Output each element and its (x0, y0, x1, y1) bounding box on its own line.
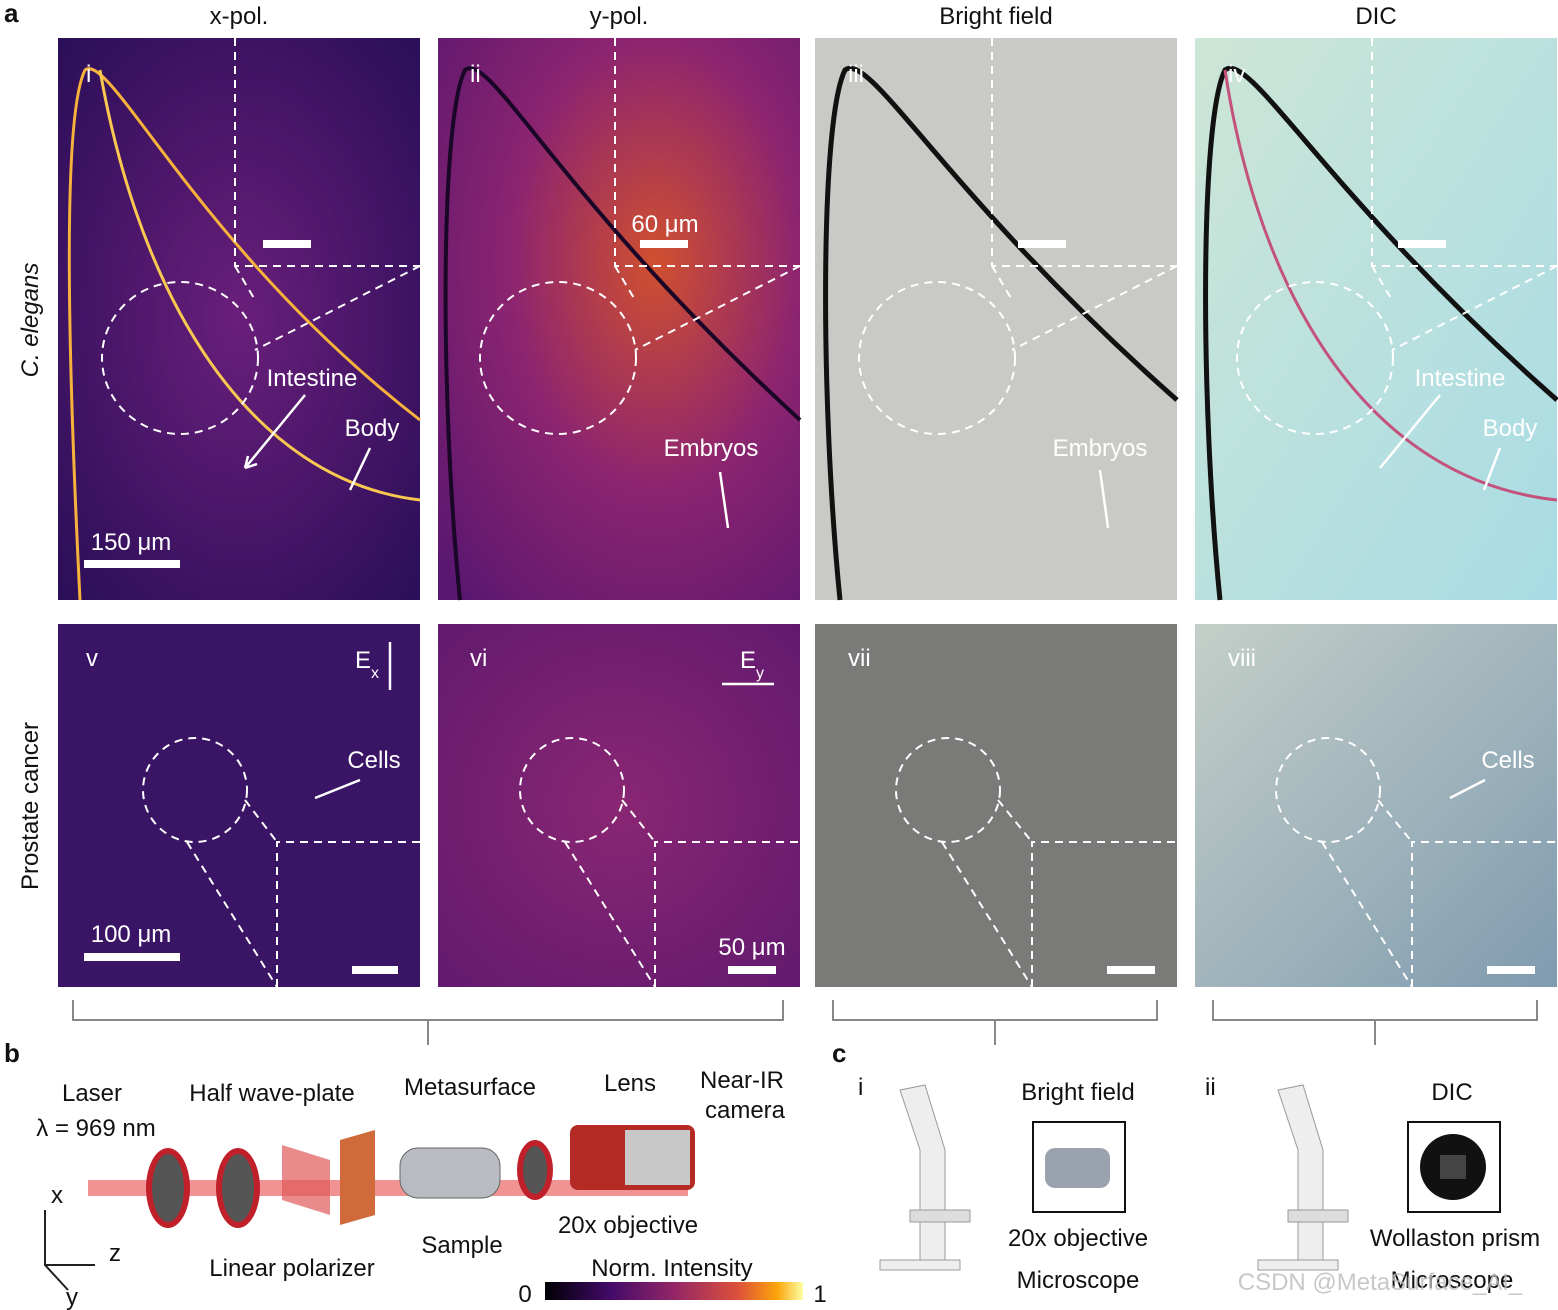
axis-label: y (66, 1284, 78, 1310)
setup-label: Lens (604, 1070, 656, 1097)
image-dic (1195, 38, 1557, 600)
microscope-label: i (858, 1074, 863, 1101)
microscope-caption: Microscope (1017, 1267, 1140, 1294)
image-label: i (86, 61, 91, 88)
setup-label: Sample (421, 1232, 502, 1259)
colorbar-title: Norm. Intensity (591, 1255, 752, 1282)
annotation: Intestine (1415, 365, 1506, 392)
scale-label: 150 μm (91, 529, 172, 556)
annotation: Body (345, 415, 400, 442)
panel-label: b (4, 1038, 20, 1068)
row-label: Prostate cancer (17, 722, 44, 890)
panel-label: c (832, 1038, 846, 1068)
field-label: E (355, 647, 371, 674)
annotation: Body (1483, 415, 1538, 442)
field-subscript: x (371, 665, 379, 682)
setup-label: Near-IR (700, 1067, 784, 1094)
panel-label: a (4, 0, 19, 28)
microscopes (879, 1084, 1501, 1271)
worm-outlines (67, 65, 1558, 601)
image-label: vii (848, 645, 871, 672)
colorbar-label: 0 (518, 1281, 531, 1308)
image-label: iii (848, 61, 864, 88)
axis-label: z (109, 1240, 121, 1267)
scale-bars (84, 240, 1535, 974)
image-dic-cells (1195, 624, 1557, 987)
column-title: DIC (1355, 3, 1396, 30)
microscope-component: Wollaston prism (1370, 1225, 1540, 1252)
scale-label: 50 μm (718, 934, 785, 961)
field-subscript: y (756, 665, 764, 682)
setup-label: Metasurface (404, 1074, 536, 1101)
axis-label: x (51, 1182, 63, 1209)
microscope-mode: Bright field (1021, 1079, 1134, 1106)
image-y-pol-cells (438, 624, 800, 987)
colorbar-label: 1 (813, 1281, 826, 1308)
image-bright-field-cells (815, 624, 1177, 987)
column-title: y-pol. (590, 3, 649, 30)
image-label: iv (1228, 61, 1245, 88)
image-bright-field (815, 38, 1177, 600)
microscope-mode: DIC (1431, 1079, 1472, 1106)
setup-label: Linear polarizer (209, 1255, 374, 1282)
setup-label: λ = 969 nm (36, 1115, 155, 1142)
microscope-label: ii (1205, 1074, 1216, 1101)
microscope-caption: Microscope (1391, 1267, 1514, 1294)
column-title: Bright field (939, 3, 1052, 30)
annotation: Intestine (267, 365, 358, 392)
inset-outlines (101, 38, 1558, 988)
image-x-pol (58, 38, 420, 600)
annotation: Embryos (1053, 435, 1148, 462)
image-y-pol (438, 38, 800, 600)
setup-label: 20x objective (558, 1212, 698, 1239)
row-label: C. elegans (17, 263, 44, 378)
microscope-component: 20x objective (1008, 1225, 1148, 1252)
setup-label: Half wave-plate (189, 1080, 354, 1107)
annotation: Cells (1481, 747, 1534, 774)
watermark: CSDN @MetaSurface_AI_ (1238, 1269, 1523, 1296)
image-label: v (86, 645, 98, 672)
setup-label: camera (705, 1097, 786, 1124)
image-label: ii (470, 61, 481, 88)
annotation-arrows (243, 394, 1502, 800)
image-label: vi (470, 645, 487, 672)
field-label: E (740, 647, 756, 674)
scale-label: 60 μm (631, 211, 698, 238)
brackets (72, 1000, 1538, 1045)
column-title: x-pol. (210, 3, 269, 30)
image-label: viii (1228, 645, 1256, 672)
scale-label: 100 μm (91, 921, 172, 948)
setup-label: Laser (62, 1080, 122, 1107)
annotation: Cells (347, 747, 400, 774)
setup-schematic (44, 1125, 803, 1300)
annotation: Embryos (664, 435, 759, 462)
